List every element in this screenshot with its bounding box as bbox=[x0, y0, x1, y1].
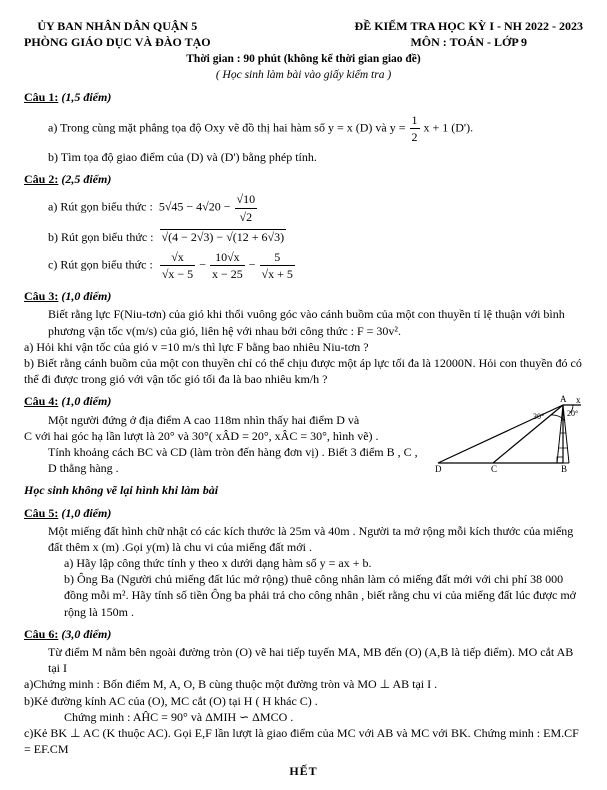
cau2-b-expr: √(4 − 2√3) − √(12 + 6√3) bbox=[160, 229, 287, 244]
header-left: ỦY BAN NHÂN DÂN QUẬN 5 PHÒNG GIÁO DỤC VÀ… bbox=[24, 18, 211, 50]
cau1-a-pre: a) Trong cùng mặt phẳng tọa độ Oxy vẽ đồ… bbox=[48, 120, 409, 134]
cau2-a-label: a) Rút gọn biểu thức : bbox=[48, 200, 153, 214]
org-line2: PHÒNG GIÁO DỤC VÀ ĐÀO TẠO bbox=[24, 34, 211, 50]
cau6: Câu 6: (3,0 điểm) Từ điểm M nằm bên ngoà… bbox=[24, 626, 583, 758]
minus: − bbox=[199, 257, 209, 271]
cau2: Câu 2: (2,5 điểm) a) Rút gọn biểu thức :… bbox=[24, 171, 583, 282]
cau3: Câu 3: (1,0 điểm) Biết rằng lực F(Niu-tơ… bbox=[24, 288, 583, 387]
frac-den: √2 bbox=[235, 208, 258, 225]
cau2-c-t3: 5 √x + 5 bbox=[260, 249, 295, 282]
note-line: ( Học sinh làm bài vào giấy kiểm tra ) bbox=[24, 68, 583, 84]
cau2-a: a) Rút gọn biểu thức : 5√45 − 4√20 − √10… bbox=[48, 191, 583, 224]
frac-den: 2 bbox=[410, 128, 420, 145]
cau1: Câu 1: (1,5 điểm) a) Trong cùng mặt phẳn… bbox=[24, 89, 583, 165]
label-B: B bbox=[561, 464, 567, 473]
cau6-b: b)Kẻ đường kính AC của (O), MC cắt (O) t… bbox=[24, 693, 583, 709]
label-A: A bbox=[560, 394, 567, 404]
cau3-p1: Biết rằng lực F(Niu-tơn) của gió khi thổ… bbox=[48, 306, 583, 338]
cau1-a: a) Trong cùng mặt phẳng tọa độ Oxy vẽ đồ… bbox=[48, 112, 583, 145]
cau2-c-label: c) Rút gọn biểu thức : bbox=[48, 257, 153, 271]
cau6-c: c)Kẻ BK ⊥ AC (K thuộc AC). Gọi E,F lần l… bbox=[24, 725, 583, 757]
label-30: 30° bbox=[533, 412, 544, 421]
cau5-pts: (1,0 điểm) bbox=[61, 506, 111, 520]
label-D: D bbox=[435, 464, 442, 473]
time-line: Thời gian : 90 phút (không kể thời gian … bbox=[24, 52, 583, 68]
label-x: x bbox=[576, 395, 581, 405]
title-line1: ĐỀ KIỂM TRA HỌC KỲ I - NH 2022 - 2023 bbox=[355, 18, 583, 34]
header: ỦY BAN NHÂN DÂN QUẬN 5 PHÒNG GIÁO DỤC VÀ… bbox=[24, 18, 583, 50]
cau4-title: Câu 4: bbox=[24, 394, 58, 408]
cau3-title: Câu 3: bbox=[24, 289, 58, 303]
cau5-b: b) Ông Ba (Người chủ miếng đất lúc mở rộ… bbox=[64, 571, 583, 620]
frac-den: √x + 5 bbox=[260, 265, 295, 282]
cau2-pts: (2,5 điểm) bbox=[61, 172, 111, 186]
cau1-title: Câu 1: bbox=[24, 90, 58, 104]
cau4-figure: D C B A x 30° 20° bbox=[433, 393, 583, 468]
triangle-diagram: D C B A x 30° 20° bbox=[433, 393, 583, 473]
frac-half: 1 2 bbox=[410, 112, 420, 145]
cau1-pts: (1,5 điểm) bbox=[61, 90, 111, 104]
cau1-a-post: x + 1 (D'). bbox=[424, 120, 474, 134]
cau2-c-t1: √x √x − 5 bbox=[160, 249, 195, 282]
header-right: ĐỀ KIỂM TRA HỌC KỲ I - NH 2022 - 2023 MÔ… bbox=[355, 18, 583, 50]
cau2-a-frac: √10 √2 bbox=[235, 191, 258, 224]
cau2-a-expr: 5√45 − 4√20 − bbox=[159, 200, 234, 214]
cau3-a: a) Hỏi khi vận tốc của gió v =10 m/s thì… bbox=[24, 339, 583, 355]
cau6-p1: Từ điểm M nằm bên ngoài đường tròn (O) v… bbox=[48, 644, 583, 676]
cau6-b2: Chứng minh : AĤC = 90° và ΔMIH ∽ ΔMCO . bbox=[64, 709, 583, 725]
no-redraw-note: Học sinh không vẽ lại hình khi làm bài bbox=[24, 482, 583, 498]
cau2-b: b) Rút gọn biểu thức : √(4 − 2√3) − √(12… bbox=[48, 229, 583, 245]
label-C: C bbox=[491, 464, 497, 473]
cau6-a: a)Chứng minh : Bốn điểm M, A, O, B cùng … bbox=[24, 676, 583, 692]
cau5-p1: Một miếng đất hình chữ nhật có các kích … bbox=[48, 523, 583, 555]
frac-num: 1 bbox=[410, 112, 420, 128]
cau2-title: Câu 2: bbox=[24, 172, 58, 186]
cau5-a: a) Hãy lập công thức tính y theo x dưới … bbox=[64, 555, 583, 571]
frac-num: 5 bbox=[260, 249, 295, 265]
cau6-pts: (3,0 điểm) bbox=[61, 627, 111, 641]
title-line2: MÔN : TOÁN - LỚP 9 bbox=[355, 34, 583, 50]
cau3-b: b) Biết rằng cánh buồm của một con thuyề… bbox=[24, 355, 583, 387]
frac-num: √10 bbox=[235, 191, 258, 207]
label-20: 20° bbox=[567, 409, 578, 418]
exam-page: ỦY BAN NHÂN DÂN QUẬN 5 PHÒNG GIÁO DỤC VÀ… bbox=[0, 0, 607, 790]
cau2-c-t2: 10√x x − 25 bbox=[210, 249, 245, 282]
end-marker: HẾT bbox=[24, 763, 583, 779]
cau5-title: Câu 5: bbox=[24, 506, 58, 520]
frac-num: 10√x bbox=[210, 249, 245, 265]
cau1-b: b) Tìm tọa độ giao điểm của (D) và (D') … bbox=[48, 149, 583, 165]
frac-den: √x − 5 bbox=[160, 265, 195, 282]
cau5: Câu 5: (1,0 điểm) Một miếng đất hình chữ… bbox=[24, 505, 583, 620]
cau4-pts: (1,0 điểm) bbox=[61, 394, 111, 408]
cau6-title: Câu 6: bbox=[24, 627, 58, 641]
frac-den: x − 25 bbox=[210, 265, 245, 282]
cau2-c: c) Rút gọn biểu thức : √x √x − 5 − 10√x … bbox=[48, 249, 583, 282]
org-line1: ỦY BAN NHÂN DÂN QUẬN 5 bbox=[24, 18, 211, 34]
minus2: − bbox=[249, 257, 259, 271]
frac-num: √x bbox=[160, 249, 195, 265]
cau2-b-label: b) Rút gọn biểu thức : bbox=[48, 230, 154, 244]
cau3-pts: (1,0 điểm) bbox=[61, 289, 111, 303]
cau4: Câu 4: (1,0 điểm) D bbox=[24, 393, 583, 476]
